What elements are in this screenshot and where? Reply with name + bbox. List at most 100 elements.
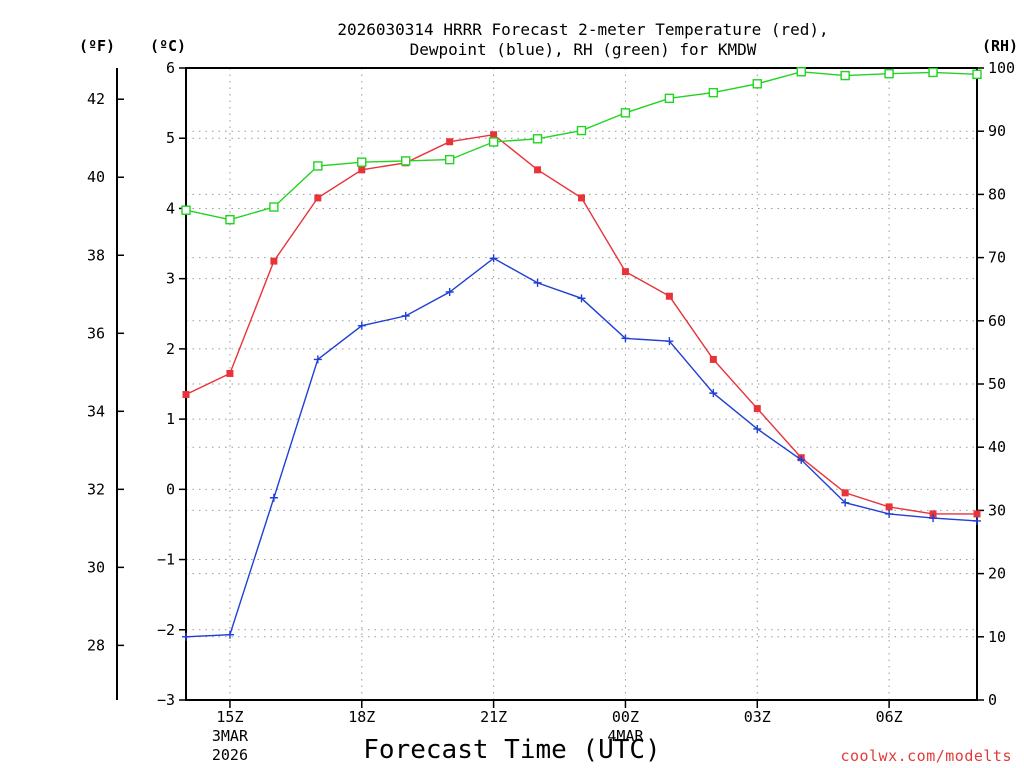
- dewpoint-data-point: [709, 389, 718, 398]
- rh-tick-label: 80: [988, 185, 1006, 203]
- rh-data-point: [928, 67, 938, 78]
- temperature-data-point: [358, 166, 366, 174]
- celsius-tick-label: −2: [157, 621, 175, 639]
- rh-data-point: [796, 67, 806, 77]
- rh-tick-label: 60: [988, 312, 1006, 330]
- dewpoint-data-point: [357, 321, 366, 330]
- dewpoint-data-point: [665, 337, 674, 346]
- rh-data-point: [664, 93, 675, 104]
- fahrenheit-tick-label: 36: [87, 324, 105, 342]
- gridlines: [186, 68, 977, 700]
- temperature-data-point: [314, 194, 322, 202]
- fahrenheit-tick-label: 30: [87, 558, 105, 576]
- dewpoint-data-point: [182, 632, 190, 641]
- axes: −3−2−10123456283032343638404201020304050…: [87, 59, 1015, 764]
- time-tick-label: 03Z: [744, 708, 771, 726]
- dewpoint-data-point: [929, 514, 938, 523]
- fahrenheit-tick-label: 28: [87, 636, 105, 654]
- temperature-data-point: [490, 131, 498, 139]
- fahrenheit-tick-label: 40: [87, 168, 105, 186]
- celsius-tick-label: 1: [166, 410, 175, 428]
- date-month-label: 4MAR: [607, 727, 644, 745]
- rh-tick-label: 70: [988, 249, 1006, 267]
- time-tick-label: 18Z: [348, 708, 375, 726]
- data-series: [181, 67, 982, 641]
- rh-data-point: [840, 70, 850, 81]
- celsius-tick-label: 4: [166, 199, 175, 217]
- time-tick-label: 00Z: [612, 708, 639, 726]
- dewpoint-data-point: [885, 509, 894, 518]
- fahrenheit-tick-label: 34: [87, 402, 105, 420]
- fahrenheit-tick-label: 32: [87, 480, 105, 498]
- celsius-unit-label: (ºC): [150, 37, 186, 55]
- rh-data-point: [444, 154, 455, 165]
- date-month-label: 3MAR: [212, 727, 249, 745]
- celsius-tick-label: 3: [166, 270, 175, 288]
- rh-data-point: [313, 161, 323, 171]
- dewpoint-data-point: [533, 278, 542, 287]
- temperature-data-point: [841, 489, 849, 497]
- rh-tick-label: 20: [988, 565, 1006, 583]
- temperature-data-point: [753, 405, 761, 413]
- rh-data-point: [708, 87, 719, 98]
- fahrenheit-unit-label: (ºF): [79, 37, 115, 55]
- celsius-tick-label: 2: [166, 340, 175, 358]
- rh-data-point: [357, 157, 367, 167]
- chart-title-line-2: Dewpoint (blue), RH (green) for KMDW: [410, 40, 757, 59]
- rh-data-point: [269, 202, 279, 212]
- temperature-data-point: [709, 355, 717, 363]
- dewpoint-data-point: [313, 355, 322, 364]
- time-tick-label: 21Z: [480, 708, 507, 726]
- source-credit: coolwx.com/modelts: [840, 747, 1012, 765]
- celsius-tick-label: 6: [166, 59, 175, 77]
- rh-tick-label: 30: [988, 501, 1006, 519]
- chart-title-line-1: 2026030314 HRRR Forecast 2-meter Tempera…: [337, 20, 828, 39]
- plot-frame: [185, 67, 978, 701]
- rh-tick-label: 100: [988, 59, 1015, 77]
- rh-data-point: [488, 137, 499, 147]
- celsius-tick-label: 0: [166, 480, 175, 498]
- dewpoint-data-point: [621, 334, 630, 343]
- temperature-series-line: [185, 133, 977, 515]
- dewpoint-data-point: [797, 455, 806, 464]
- temperature-data-point: [534, 166, 542, 174]
- celsius-tick-label: 5: [166, 129, 175, 147]
- dewpoint-data-point: [489, 254, 498, 263]
- celsius-tick-label: −3: [157, 691, 175, 709]
- dewpoint-data-point: [973, 516, 981, 525]
- fahrenheit-tick-label: 42: [87, 90, 105, 108]
- dewpoint-series-line: [185, 257, 978, 638]
- dewpoint-data-point: [753, 424, 762, 433]
- rh-data-point: [620, 108, 631, 118]
- rh-tick-label: 90: [988, 122, 1006, 140]
- rh-tick-label: 0: [988, 691, 997, 709]
- rh-data-point: [401, 156, 411, 166]
- temperature-data-point: [446, 138, 454, 146]
- dewpoint-data-point: [577, 294, 586, 303]
- rh-data-point: [972, 69, 982, 80]
- rh-tick-label: 10: [988, 628, 1006, 646]
- temperature-data-point: [182, 391, 190, 399]
- rh-data-point: [532, 134, 543, 144]
- temperature-data-point: [270, 257, 278, 265]
- temperature-data-point: [929, 510, 937, 518]
- rh-data-point: [225, 214, 235, 225]
- date-year-label: 2026: [212, 746, 248, 764]
- temperature-data-point: [621, 268, 629, 276]
- dewpoint-data-point: [401, 311, 410, 320]
- rh-data-point: [181, 205, 191, 215]
- temperature-data-point: [226, 369, 234, 377]
- fahrenheit-tick-label: 38: [87, 246, 105, 264]
- rh-tick-label: 40: [988, 438, 1006, 456]
- rh-tick-label: 50: [988, 375, 1006, 393]
- rh-data-point: [576, 125, 587, 136]
- time-tick-label: 06Z: [876, 708, 903, 726]
- dewpoint-data-point: [445, 288, 454, 297]
- dewpoint-data-point: [841, 498, 850, 507]
- rh-data-point: [752, 79, 762, 89]
- x-axis-title: Forecast Time (UTC): [363, 735, 660, 765]
- temperature-data-point: [885, 503, 893, 511]
- time-tick-label: 15Z: [216, 708, 243, 726]
- dewpoint-data-point: [269, 493, 278, 502]
- temperature-data-point: [665, 292, 673, 300]
